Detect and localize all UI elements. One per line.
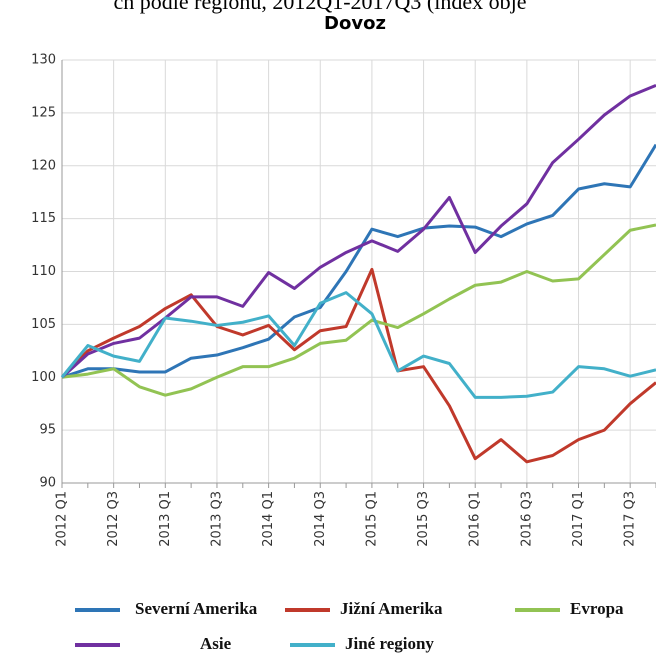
series-line [60,83,656,379]
y-tick-label: 130 [31,53,56,68]
y-tick-label: 125 [31,105,56,120]
y-tick-label: 95 [39,423,56,438]
chart-title: Dovoz [324,13,386,34]
x-tick-label: 2016 Q1 [468,491,483,547]
y-tick-label: 90 [39,476,56,491]
y-tick-label: 120 [31,158,56,173]
y-tick-label: 115 [31,211,56,226]
x-tick-label: 2012 Q1 [55,491,70,547]
legend-label: Jiné regiony [345,634,434,653]
series-line [60,267,656,464]
x-tick-label: 2017 Q3 [623,491,638,547]
y-tick-label: 110 [31,264,56,279]
x-tick-label: 2014 Q3 [313,491,328,547]
legend-label: Severní Amerika [135,599,258,618]
legend-label: Evropa [570,599,624,618]
legend-label: Asie [200,634,232,653]
x-tick-label: 2017 Q1 [571,491,586,547]
x-tick-label: 2015 Q3 [416,491,431,547]
series-line [61,223,656,397]
y-tick-label: 100 [31,370,56,385]
x-tick-label: 2012 Q3 [106,491,121,547]
chart-supertitle: ch podle regionů, 2012Q1-2017Q3 (index o… [113,0,526,14]
y-tick-label: 105 [31,317,56,332]
x-tick-label: 2013 Q1 [158,491,173,547]
x-tick-label: 2013 Q3 [209,491,224,547]
series-line [60,291,656,399]
legend-label: Jižní Amerika [340,599,443,618]
x-tick-label: 2015 Q1 [364,491,379,547]
x-tick-label: 2016 Q3 [519,491,534,547]
x-tick-label: 2014 Q1 [261,491,276,547]
series-line [61,143,656,379]
